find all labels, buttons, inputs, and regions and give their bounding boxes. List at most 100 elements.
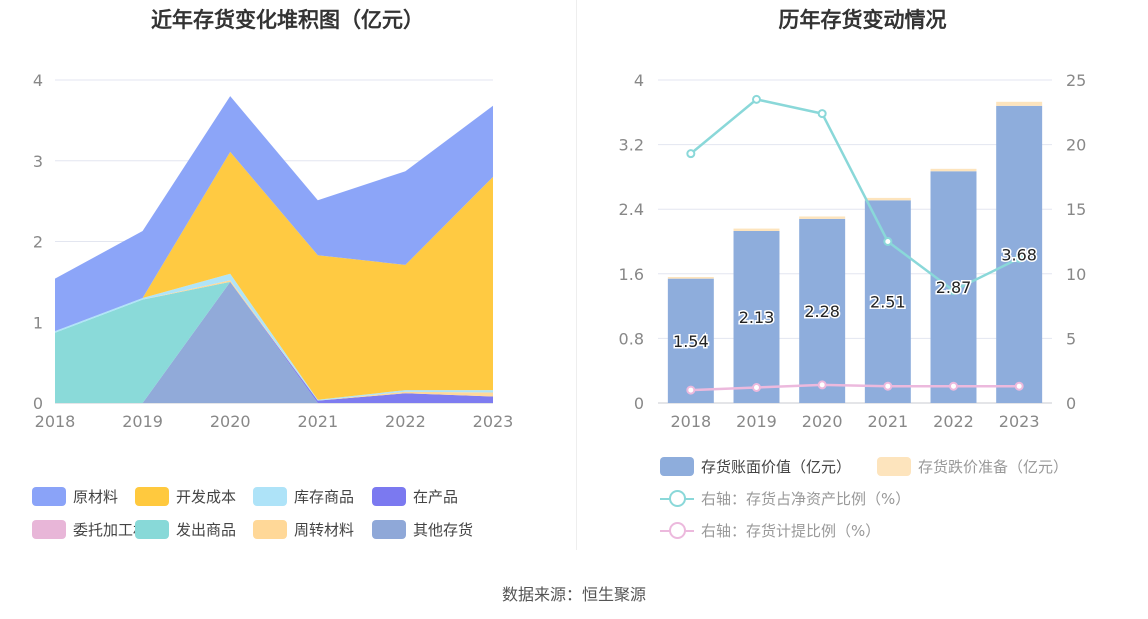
- bar-value-label: 2.13: [739, 308, 775, 327]
- y2-tick-label: 0: [1066, 394, 1076, 413]
- data-source-note: 数据来源：恒生聚源: [501, 585, 646, 604]
- legend-item[interactable]: 在产品: [372, 486, 458, 507]
- legend-item[interactable]: 其他存货: [372, 519, 473, 540]
- legend-item[interactable]: 右轴：存货计提比例（%）: [660, 520, 880, 541]
- bar: [864, 200, 911, 403]
- legend-label: 库存商品: [294, 488, 355, 506]
- x-tick-label: 2018: [670, 412, 711, 431]
- bar-value-label: 3.68: [1001, 245, 1037, 264]
- x-tick-label: 2019: [122, 412, 163, 431]
- y-tick-label: 2: [33, 233, 43, 252]
- line-point: [686, 385, 696, 395]
- legend-swatch: [372, 487, 406, 506]
- x-tick-label: 2020: [802, 412, 843, 431]
- line-point: [949, 381, 958, 391]
- legend-swatch: [877, 457, 911, 476]
- line-point: [817, 109, 827, 119]
- y2-tick-label: 20: [1066, 136, 1086, 155]
- bar-value-label: 2.51: [870, 293, 906, 312]
- x-tick-label: 2022: [933, 412, 974, 431]
- legend-item[interactable]: 右轴：存货占净资产比例（%）: [660, 488, 910, 509]
- legend-swatch: [660, 457, 694, 476]
- right-legend: 存货账面价值（亿元） 存货跌价准备（亿元） 右轴：存货占净资产比例（%） 右轴：存货计…: [577, 0, 1148, 550]
- legend-item[interactable]: 周转材料: [253, 519, 354, 540]
- y2-tick-label: 5: [1066, 329, 1076, 348]
- legend-swatch: [135, 487, 169, 506]
- legend-item[interactable]: 库存商品: [253, 486, 354, 507]
- bar: [733, 231, 780, 403]
- legend-item[interactable]: 开发成本: [135, 486, 236, 507]
- legend-swatch: [135, 520, 169, 539]
- legend-swatch: [253, 520, 287, 539]
- y-tick-label: 3: [33, 152, 43, 171]
- legend-swatch: [372, 520, 406, 539]
- y-tick-label: 0: [33, 394, 43, 413]
- line-point: [752, 382, 761, 392]
- legend-item[interactable]: 存货跌价准备（亿元）: [877, 456, 1068, 477]
- x-tick-label: 2023: [473, 412, 514, 431]
- stacked-area-chart: 0 1 2 3 4 2018 2019 2020 2021 2022 2023: [33, 71, 514, 431]
- left-chart-panel: 近年存货变化堆积图（亿元） 0 1 2 3 4 2018 2019 2020 2021 2022 2…: [0, 0, 575, 550]
- x-tick-label: 2021: [867, 412, 908, 431]
- x-tick-label: 2020: [210, 412, 251, 431]
- legend-swatch: [32, 520, 66, 539]
- line-point: [686, 149, 696, 159]
- bar: [799, 216, 846, 219]
- x-tick-label: 2021: [297, 412, 338, 431]
- line-point: [1014, 381, 1024, 391]
- legend-item[interactable]: 存货账面价值（亿元）: [660, 456, 851, 477]
- bar: [996, 101, 1043, 106]
- line-series: [690, 383, 1020, 392]
- x-tick-label: 2018: [35, 412, 76, 431]
- legend-swatch: [660, 521, 694, 540]
- x-tick-label: 2019: [736, 412, 777, 431]
- y-tick-label: 3.2: [619, 136, 644, 155]
- y-tick-label: 1: [33, 313, 43, 332]
- panel-divider: [576, 0, 577, 550]
- y-tick-label: 0.8: [619, 329, 644, 348]
- line-point: [817, 380, 827, 390]
- legend-label: 原材料: [73, 488, 119, 506]
- left-legend: 原材料 开发成本 库存商品 在产品 委托加工材料 发出商品 周转材料 其他存货: [0, 0, 575, 550]
- line-point: [949, 286, 958, 296]
- bar: [930, 168, 977, 172]
- legend-item[interactable]: 发出商品: [135, 519, 236, 540]
- y2-tick-label: 25: [1066, 71, 1086, 90]
- y-tick-label: 4: [634, 71, 644, 90]
- right-chart-title: 历年存货变动情况: [778, 8, 947, 32]
- bar: [799, 218, 846, 403]
- area-series: [55, 96, 493, 332]
- legend-swatch: [253, 487, 287, 506]
- y-tick-label: 1.6: [619, 265, 644, 284]
- legend-item[interactable]: 原材料: [32, 486, 118, 507]
- legend-label: 存货账面价值（亿元）: [701, 458, 852, 476]
- y-tick-label: 4: [33, 71, 43, 90]
- bar: [667, 278, 714, 403]
- line-point: [752, 94, 761, 104]
- bar-value-label: 2.87: [936, 278, 972, 297]
- legend-label: 其他存货: [413, 521, 474, 539]
- area-series: [55, 151, 493, 400]
- legend-swatch: [660, 489, 694, 508]
- bar: [864, 197, 911, 201]
- area-series: [55, 281, 493, 403]
- legend-label: 开发成本: [176, 488, 237, 506]
- legend-label: 发出商品: [176, 521, 237, 539]
- y2-tick-label: 15: [1066, 200, 1086, 219]
- bar-value-label: 1.54: [673, 332, 709, 351]
- y-tick-label: 2.4: [619, 200, 644, 219]
- legend-label: 右轴：存货占净资产比例（%）: [701, 490, 911, 508]
- bar-line-chart: 0 0.8 1.6 2.4 3.2 4 0 5 10 15 20 25 2018 2019 2020 2021…: [619, 71, 1087, 431]
- legend-label: 在产品: [413, 488, 459, 506]
- x-tick-label: 2023: [999, 412, 1040, 431]
- bar-value-label: 2.28: [804, 302, 840, 321]
- legend-label: 周转材料: [294, 521, 355, 539]
- legend-label: 右轴：存货计提比例（%）: [701, 522, 881, 540]
- line-point: [883, 237, 893, 246]
- line-series: [690, 98, 1020, 293]
- y2-tick-label: 10: [1066, 265, 1086, 284]
- bar: [733, 228, 780, 232]
- bar: [667, 277, 714, 279]
- legend-label: 存货跌价准备（亿元）: [918, 458, 1069, 476]
- legend-swatch: [32, 487, 66, 506]
